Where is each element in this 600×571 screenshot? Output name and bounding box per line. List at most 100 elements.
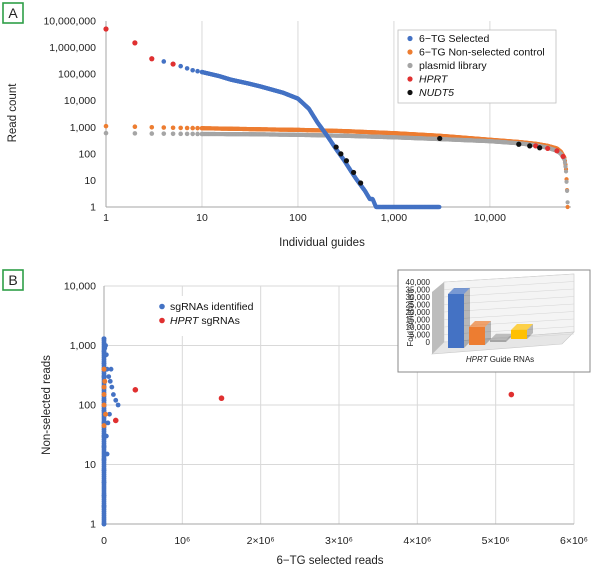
chart-a-point: [564, 179, 569, 184]
chart-b-x-tick-label: 10⁶: [174, 535, 190, 547]
chart-a-y-tick-label: 100,000: [58, 69, 96, 81]
chart-a-point: [560, 153, 566, 160]
chart-a-point: [350, 169, 357, 176]
chart-a-point: [161, 131, 167, 136]
chart-b-legend-item: HPRT sgRNAs: [170, 315, 240, 327]
inset-gridline: [443, 273, 575, 283]
inset-bar: [490, 333, 512, 342]
chart-a-point: [170, 125, 176, 131]
chart-a-y-tick-label: 1,000,000: [49, 42, 96, 54]
chart-b-y-label: Non-selected reads: [41, 355, 53, 455]
panel-label-b: B: [2, 269, 24, 291]
chart-a-point: [178, 131, 183, 137]
chart-b-point: [101, 521, 107, 527]
inset-gridline: [443, 311, 575, 320]
chart-b-point: [112, 417, 119, 424]
chart-b-x-tick-label: 4×10⁶: [403, 535, 431, 547]
chart-b-point: [101, 392, 107, 398]
chart-a-legend-swatch: [407, 35, 413, 42]
chart-b-y-tick-label: 1: [90, 519, 96, 531]
inset-bar-top: [511, 324, 533, 330]
chart-b-legend-item: sgRNAs identified: [170, 301, 254, 313]
chart-a-point: [343, 158, 350, 164]
chart-a-y-tick-label: 10,000,000: [43, 16, 96, 28]
chart-b-point: [101, 503, 107, 509]
chart-a-point: [565, 204, 570, 210]
chart-a-y-tick-label: 1: [90, 202, 96, 214]
inset-bar-side: [506, 333, 512, 342]
inset-y-tick-label: 15,000: [406, 316, 431, 325]
chart-a-point: [562, 160, 568, 165]
chart-a-point: [184, 131, 190, 137]
chart-a-series-4: [333, 135, 543, 186]
chart-b-point: [102, 378, 108, 384]
chart-b-legend-box: [154, 296, 258, 336]
chart-a-y-tick-label: 10,000: [64, 95, 96, 107]
inset-bar-front: [490, 339, 506, 342]
inset-x-label-gene: HPRT: [466, 355, 489, 364]
chart-a-legend-swatch: [407, 89, 413, 96]
chart-b-point: [101, 493, 107, 499]
inset-y-tick-label: 10,000: [406, 323, 431, 332]
chart-b-point: [101, 366, 107, 372]
chart-b-point: [107, 378, 113, 384]
chart-a-y-tick-label: 100: [78, 148, 96, 160]
chart-b-point: [101, 423, 107, 429]
chart-a-point: [190, 131, 195, 137]
chart-a-point: [178, 63, 183, 69]
chart-a-point: [132, 40, 138, 46]
chart-b-point: [106, 374, 112, 380]
inset-gridline: [443, 288, 575, 298]
inset-y-tick-label: 40,000: [406, 278, 431, 287]
chart-b-point: [101, 384, 107, 390]
inset-x-label: HPRT Guide RNAs: [466, 355, 534, 364]
inset-bar: [469, 321, 491, 345]
chart-b-point: [101, 457, 107, 463]
chart-a-legend-item: 6−TG Selected: [419, 33, 489, 45]
chart-a-point: [132, 131, 138, 136]
chart-a-x-tick-label: 1: [103, 212, 109, 224]
chart-a-x-label: Individual guides: [279, 237, 365, 249]
chart-a-x-ticks: 1 10 100 1,000 10,000: [103, 212, 506, 224]
inset-y-label: Fold enrichment: [406, 289, 415, 347]
inset-bar: [448, 288, 470, 348]
inset-gridline: [443, 326, 575, 335]
chart-b-legend-swatch: [159, 317, 165, 324]
chart-a-x-tick-label: 100: [289, 212, 307, 224]
chart-a-point: [358, 180, 364, 186]
chart-b-x-ticks: 0 10⁶ 2×10⁶ 3×10⁶ 4×10⁶ 5×10⁶ 6×10⁶: [101, 535, 588, 547]
chart-a-point: [149, 131, 155, 136]
chart-a-y-ticks: 1 10 100 1,000 10,000 100,000 1,000,000 10,000,…: [43, 16, 96, 214]
inset-gridline: [443, 333, 575, 343]
chart-a-point: [190, 125, 195, 131]
chart-a-point: [516, 141, 522, 147]
chart-b-y-ticks: 1 10 100 1,000 10,000: [64, 281, 96, 531]
inset-y-tick-label: 0: [426, 338, 431, 347]
chart-b-series-0: [101, 336, 121, 527]
chart-a-point: [195, 68, 200, 74]
chart-b-point: [101, 467, 107, 473]
chart-b-x-tick-label: 3×10⁶: [325, 535, 353, 547]
chart-b-point: [101, 480, 107, 485]
inset-gridline: [443, 303, 575, 313]
inset-y-tick-label: 5,000: [410, 331, 431, 340]
chart-b-point: [102, 345, 108, 351]
chart-a: 1 10 100 1,000 10,000 1 10 100 1,000 10,000 100,0…: [7, 16, 571, 249]
inset-x-label-rest: Guide RNAs: [487, 355, 534, 364]
chart-b-legend-swatch: [159, 303, 165, 310]
chart-b-point: [101, 402, 107, 408]
chart-a-point: [170, 131, 176, 137]
chart-b-point: [103, 352, 109, 358]
chart-b-point: [107, 411, 112, 417]
chart-b-y-tick-label: 10: [84, 459, 96, 471]
chart-b-point: [105, 420, 111, 426]
chart-a-point: [564, 188, 570, 194]
inset-bar: [511, 324, 533, 339]
chart-a-point: [149, 56, 155, 62]
chart-a-series-3: [103, 26, 566, 160]
chart-a-legend: 6−TG Selected 6−TG Non-selected controlpl…: [397, 29, 557, 104]
inset-gridline: [443, 296, 575, 305]
chart-a-point: [195, 131, 200, 137]
chart-b-x-tick-label: 5×10⁶: [482, 535, 510, 547]
inset-y-tick-label: 20,000: [406, 308, 431, 317]
